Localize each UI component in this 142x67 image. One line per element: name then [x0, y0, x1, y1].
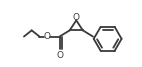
Text: O: O — [44, 32, 51, 41]
Text: O: O — [73, 13, 80, 22]
Text: O: O — [56, 51, 63, 59]
